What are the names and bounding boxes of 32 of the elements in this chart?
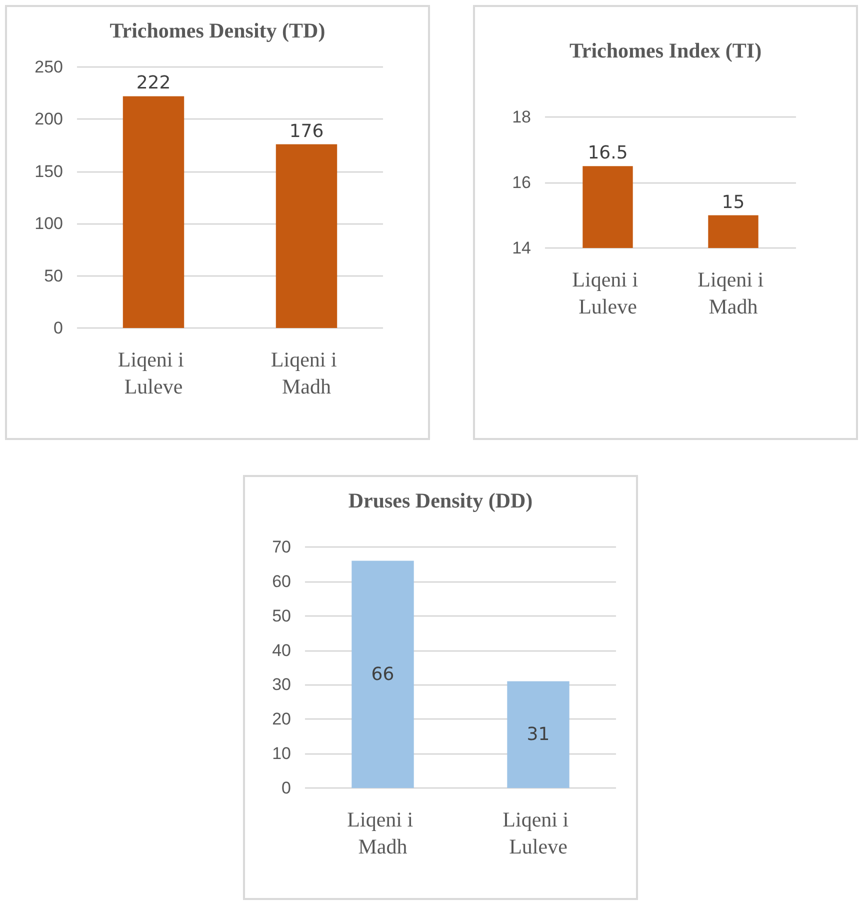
chart-title: Druses Density (DD) xyxy=(348,488,533,512)
y-tick-label: 16 xyxy=(512,173,531,192)
x-tick-label: Liqeni i Madh xyxy=(698,268,769,318)
data-label: 66 xyxy=(371,664,394,685)
y-tick-label: 18 xyxy=(512,108,531,126)
data-label: 16.5 xyxy=(588,142,628,164)
data-label: 31 xyxy=(526,724,550,746)
x-tick-label: Liqeni i Luleve xyxy=(118,348,190,398)
chart-title: Trichomes Density (TD) xyxy=(110,18,326,42)
y-tick-label: 14 xyxy=(512,238,531,258)
y-tick-label: 60 xyxy=(272,572,291,591)
y-tick-label: 40 xyxy=(272,640,291,660)
y-tick-label: 70 xyxy=(272,538,291,556)
data-label: 176 xyxy=(289,120,324,142)
y-tick-label: 30 xyxy=(272,675,291,694)
y-tick-label: 20 xyxy=(272,710,291,729)
y-tick-label: 100 xyxy=(34,214,63,234)
data-label: 15 xyxy=(722,192,745,213)
chart-title: Trichomes Index (TI) xyxy=(569,38,762,62)
y-tick-label: 50 xyxy=(272,606,291,626)
x-tick-label: Liqeni i Madh xyxy=(347,808,418,858)
y-tick-label: 200 xyxy=(34,110,63,129)
y-tick-label: 10 xyxy=(272,744,291,764)
y-tick-label: 250 xyxy=(34,58,63,76)
x-tick-label: Liqeni i Luleve xyxy=(502,808,574,858)
y-tick-label: 50 xyxy=(44,266,63,286)
y-tick-label: 0 xyxy=(54,318,63,338)
data-label: 222 xyxy=(136,72,171,94)
y-tick-label: 150 xyxy=(34,162,63,181)
x-tick-label: Liqeni i Madh xyxy=(270,348,342,398)
y-tick-label: 0 xyxy=(282,778,291,798)
x-tick-label: Liqeni i Luleve xyxy=(572,268,644,318)
